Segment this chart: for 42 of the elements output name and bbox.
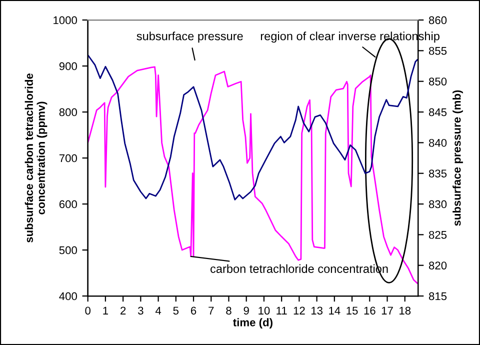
x-tick-label: 3 xyxy=(138,306,144,315)
y-tick-label: 700 xyxy=(59,154,77,162)
y2-tick-label: 850 xyxy=(428,78,447,86)
y2-tick-label: 860 xyxy=(428,16,447,24)
y-axis-title: subsurface carbon tetrachloride concentration (ppmv) xyxy=(24,73,48,243)
x-tick-label: 17 xyxy=(382,306,393,314)
y2-tick-label: 820 xyxy=(428,262,447,270)
x-tick-label: 2 xyxy=(120,306,126,314)
x-tick-label: 8 xyxy=(226,306,232,315)
y-tick-label: 500 xyxy=(59,246,77,254)
y-tick-label: 1000 xyxy=(54,16,77,24)
y2-tick-label: 845 xyxy=(428,108,447,116)
x-tick-label: 18 xyxy=(400,306,411,315)
x-tick-label: 5 xyxy=(173,306,179,315)
y2-axis-title: subsurface pressure (mb) xyxy=(452,90,463,226)
x-tick-label: 10 xyxy=(258,306,270,315)
y2-tick-label: 855 xyxy=(428,46,447,55)
line-series xyxy=(88,54,418,200)
y2-tick-label: 840 xyxy=(428,138,447,147)
x-tick-label: 7 xyxy=(208,306,214,314)
y-tick-label: 600 xyxy=(59,200,77,208)
line-series xyxy=(88,66,418,284)
y2-tick-label: 825 xyxy=(428,230,447,239)
y-tick-label: 900 xyxy=(59,62,77,70)
x-tick-label: 13 xyxy=(311,306,322,315)
annotation: subsurface pressure xyxy=(136,32,243,43)
x-tick-label: 1 xyxy=(103,306,108,314)
x-tick-label: 16 xyxy=(364,306,376,315)
x-tick-label: 11 xyxy=(276,306,287,314)
x-tick-label: 15 xyxy=(346,306,358,315)
y2-tick-label: 835 xyxy=(428,170,447,178)
x-axis-title: time (d) xyxy=(233,318,272,329)
y2-tick-label: 830 xyxy=(428,200,447,208)
y-tick-label: 800 xyxy=(59,108,77,116)
y2-tick-label: 815 xyxy=(428,292,447,300)
x-tick-label: 14 xyxy=(329,306,340,314)
x-tick-label: 12 xyxy=(294,306,305,314)
x-tick-label: 9 xyxy=(244,306,249,315)
x-tick-label: 6 xyxy=(190,306,196,315)
x-tick-label: 0 xyxy=(85,306,90,315)
y-tick-label: 400 xyxy=(59,292,77,300)
x-tick-label: 4 xyxy=(155,306,162,314)
